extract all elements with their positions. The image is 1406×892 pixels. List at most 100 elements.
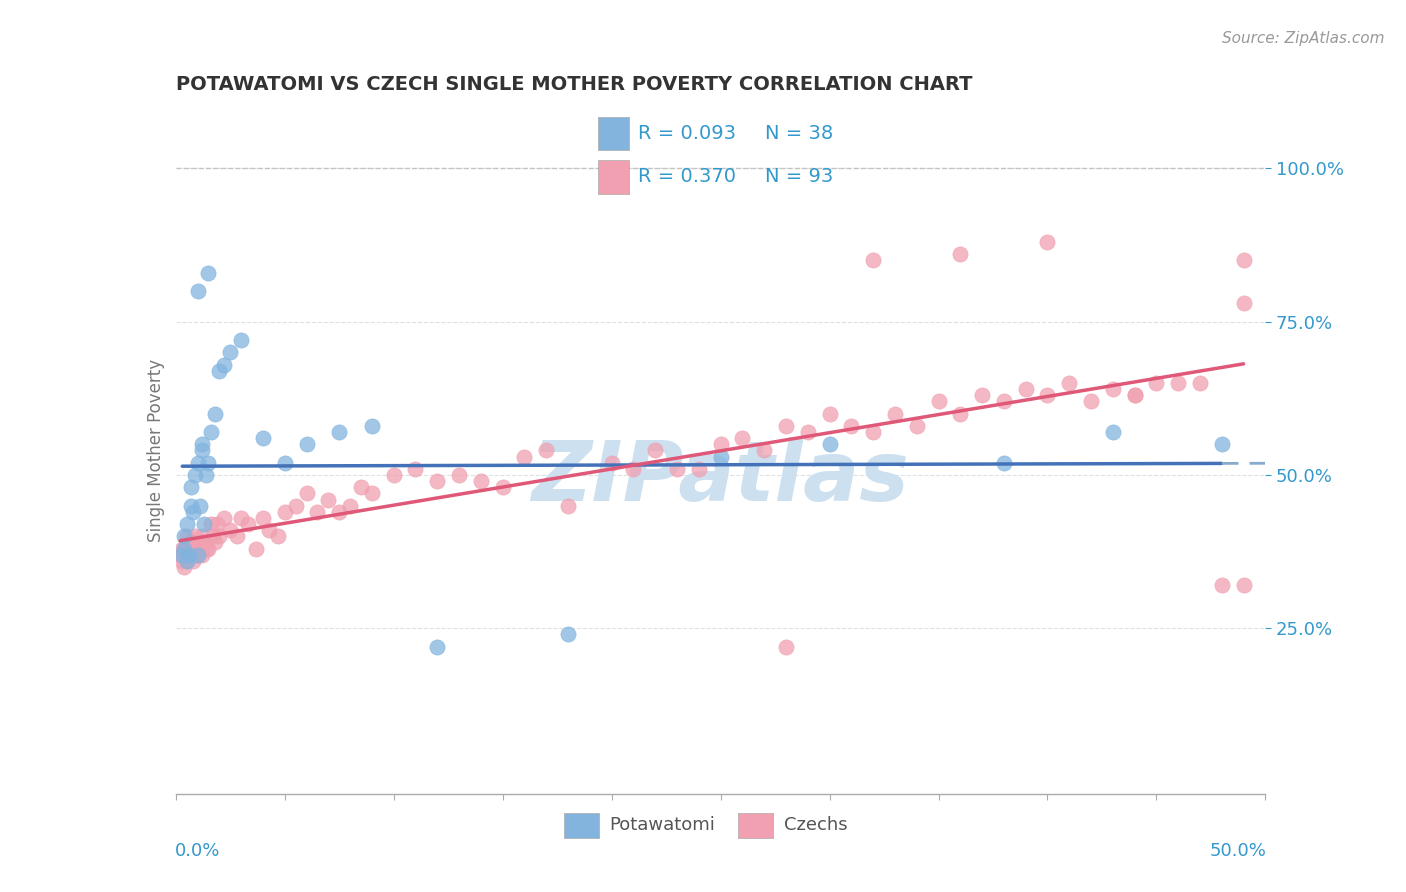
Text: 0.0%: 0.0% bbox=[174, 842, 219, 860]
Point bbox=[173, 560, 195, 574]
Point bbox=[188, 535, 211, 549]
Point bbox=[252, 511, 274, 525]
Point bbox=[1232, 578, 1256, 592]
Point bbox=[993, 394, 1015, 409]
Point bbox=[513, 450, 536, 464]
Point bbox=[307, 505, 329, 519]
Point bbox=[200, 425, 222, 439]
Point bbox=[208, 529, 231, 543]
Point bbox=[201, 529, 224, 543]
Point bbox=[181, 554, 204, 568]
Point bbox=[1036, 235, 1059, 249]
Point bbox=[181, 541, 204, 556]
Point bbox=[219, 345, 242, 359]
Point bbox=[688, 462, 710, 476]
Point bbox=[1211, 578, 1233, 592]
Point bbox=[180, 535, 202, 549]
Point bbox=[180, 499, 202, 513]
Text: POTAWATOMI VS CZECH SINGLE MOTHER POVERTY CORRELATION CHART: POTAWATOMI VS CZECH SINGLE MOTHER POVERT… bbox=[176, 75, 973, 95]
Point bbox=[177, 548, 200, 562]
Point bbox=[1123, 388, 1146, 402]
Point bbox=[197, 456, 219, 470]
Point bbox=[180, 480, 202, 494]
Point bbox=[212, 511, 235, 525]
Point bbox=[231, 333, 253, 347]
Point bbox=[176, 517, 198, 532]
Point bbox=[426, 640, 449, 654]
Point bbox=[710, 450, 733, 464]
Point bbox=[557, 499, 579, 513]
Point bbox=[195, 541, 218, 556]
Point bbox=[231, 511, 253, 525]
Text: N = 38: N = 38 bbox=[765, 123, 834, 143]
Point bbox=[172, 541, 194, 556]
Point bbox=[200, 517, 222, 532]
Point bbox=[949, 247, 972, 261]
Text: Source: ZipAtlas.com: Source: ZipAtlas.com bbox=[1222, 31, 1385, 46]
Point bbox=[534, 443, 557, 458]
Point bbox=[470, 474, 492, 488]
Point bbox=[754, 443, 776, 458]
Point bbox=[181, 505, 204, 519]
Y-axis label: Single Mother Poverty: Single Mother Poverty bbox=[146, 359, 165, 542]
Point bbox=[236, 517, 259, 532]
Point bbox=[180, 548, 202, 562]
Point bbox=[360, 419, 382, 434]
Point bbox=[1102, 382, 1125, 396]
Point bbox=[197, 541, 219, 556]
Point bbox=[193, 535, 215, 549]
Point bbox=[775, 640, 797, 654]
Point bbox=[186, 548, 209, 562]
Point bbox=[426, 474, 449, 488]
Point bbox=[184, 529, 207, 543]
Point bbox=[339, 499, 361, 513]
Point bbox=[360, 486, 382, 500]
Point bbox=[818, 407, 841, 421]
Point bbox=[225, 529, 247, 543]
Point bbox=[197, 266, 219, 280]
Point bbox=[191, 529, 214, 543]
Point bbox=[492, 480, 515, 494]
Point bbox=[173, 541, 195, 556]
Point bbox=[557, 627, 579, 641]
Bar bbox=[599, 117, 630, 151]
Point bbox=[172, 548, 194, 562]
Point bbox=[710, 437, 733, 451]
Text: 50.0%: 50.0% bbox=[1209, 842, 1267, 860]
Point bbox=[350, 480, 373, 494]
Point bbox=[1057, 376, 1080, 390]
Point bbox=[318, 492, 340, 507]
Point bbox=[176, 529, 198, 543]
Point bbox=[191, 437, 214, 451]
Point bbox=[1232, 253, 1256, 268]
Point bbox=[195, 467, 218, 482]
Point bbox=[184, 467, 207, 482]
Point bbox=[191, 443, 214, 458]
Bar bbox=[564, 813, 599, 838]
Point bbox=[905, 419, 928, 434]
Point bbox=[274, 456, 297, 470]
Point bbox=[208, 364, 231, 378]
Bar bbox=[738, 813, 773, 838]
Text: R = 0.370: R = 0.370 bbox=[638, 167, 735, 186]
Point bbox=[186, 456, 209, 470]
Point bbox=[205, 517, 228, 532]
Point bbox=[259, 523, 281, 537]
Point bbox=[1189, 376, 1212, 390]
Point bbox=[1211, 437, 1233, 451]
Point bbox=[1080, 394, 1102, 409]
Point bbox=[176, 554, 198, 568]
Point bbox=[1144, 376, 1167, 390]
Point bbox=[245, 541, 267, 556]
Point bbox=[176, 554, 198, 568]
Point bbox=[212, 358, 235, 372]
Point bbox=[188, 541, 211, 556]
Point bbox=[405, 462, 427, 476]
Point bbox=[173, 529, 195, 543]
Bar bbox=[599, 160, 630, 194]
Point bbox=[731, 431, 754, 445]
Text: R = 0.093: R = 0.093 bbox=[638, 123, 735, 143]
Point bbox=[1102, 425, 1125, 439]
Point bbox=[186, 541, 209, 556]
Point bbox=[295, 437, 318, 451]
